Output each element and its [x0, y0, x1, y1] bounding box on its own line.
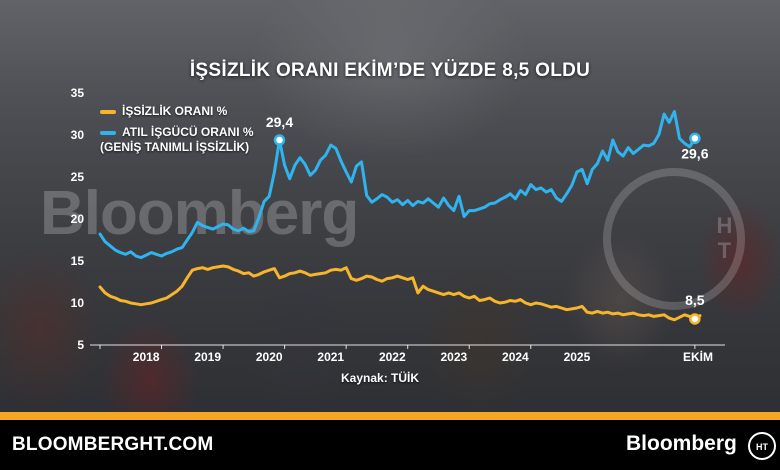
annotation-marker-2 — [689, 313, 701, 325]
y-tick-label-25: 25 — [71, 170, 85, 184]
x-tick-label-2021: 2021 — [317, 350, 344, 364]
y-tick-label-20: 20 — [71, 212, 85, 226]
y-axis: 5 10 15 20 25 30 35 — [71, 86, 85, 352]
legend-item-underutilization: ATIL İŞGÜCÜ ORANI % (GENİŞ TANIMLI İŞSİZ… — [100, 125, 254, 155]
footer: BLOOMBERGHT.COM Bloomberg HT — [0, 420, 780, 470]
annotation-markers: 29,4 29,6 8,5 — [266, 114, 709, 325]
footer-site-link[interactable]: BLOOMBERGHT.COM — [12, 434, 214, 455]
x-tick-label-EKİM: EKİM — [683, 349, 713, 364]
annotation-marker-0 — [273, 134, 286, 146]
chart-title: İŞSİZLİK ORANI EKİM’DE YÜZDE 8,5 OLDU — [189, 60, 591, 81]
x-tick-label-2018: 2018 — [133, 350, 160, 364]
source-note: Kaynak: TÜİK — [341, 371, 420, 385]
x-tick-label-2019: 2019 — [194, 350, 221, 364]
x-axis: 2018 2019 2020 2021 2022 2023 2024 2025 EKİM — [90, 344, 725, 364]
x-tick-label-2024: 2024 — [502, 350, 529, 364]
ht-logo-watermark: HT — [603, 168, 745, 310]
legend-label-unemployment: İŞSİZLİK ORANI % — [122, 104, 228, 118]
annotation-label-1: 29,6 — [681, 145, 708, 161]
legend-swatch-underutilization — [100, 130, 116, 135]
y-tick-label-30: 30 — [71, 128, 85, 142]
legend-item-unemployment: İŞSİZLİK ORANI % — [100, 104, 254, 119]
unemployment-rate-line — [98, 264, 702, 322]
bloomberg-watermark: Bloomberg — [40, 179, 359, 248]
x-tick-label-2023: 2023 — [440, 350, 467, 364]
footer-accent-bar — [0, 412, 780, 420]
annotation-label-2: 8,5 — [685, 292, 705, 308]
y-tick-label-35: 35 — [71, 86, 85, 100]
footer-brand-logo: Bloomberg — [626, 432, 737, 455]
series-lines — [98, 110, 702, 322]
y-tick-label-10: 10 — [71, 296, 85, 310]
ht-logo-watermark-text: HT — [712, 213, 737, 263]
chart-legend: İŞSİZLİK ORANI % ATIL İŞGÜCÜ ORANI % (GE… — [100, 104, 254, 161]
legend-swatch-unemployment — [100, 109, 116, 114]
x-tick-label-2020: 2020 — [256, 350, 283, 364]
underutilization-rate-line — [98, 110, 697, 260]
x-tick-label-2022: 2022 — [379, 350, 406, 364]
x-tick-label-2025: 2025 — [564, 350, 591, 364]
annotation-marker-1 — [689, 132, 701, 145]
annotation-label-0: 29,4 — [266, 114, 293, 130]
legend-label-underutilization: ATIL İŞGÜCÜ ORANI % — [122, 125, 254, 139]
y-tick-label-15: 15 — [71, 254, 85, 268]
legend-label-underutilization-sub: (GENİŞ TANIMLI İŞSİZLİK) — [100, 140, 250, 154]
y-tick-label-5: 5 — [77, 338, 84, 352]
footer-ht-logo: HT — [748, 432, 776, 460]
